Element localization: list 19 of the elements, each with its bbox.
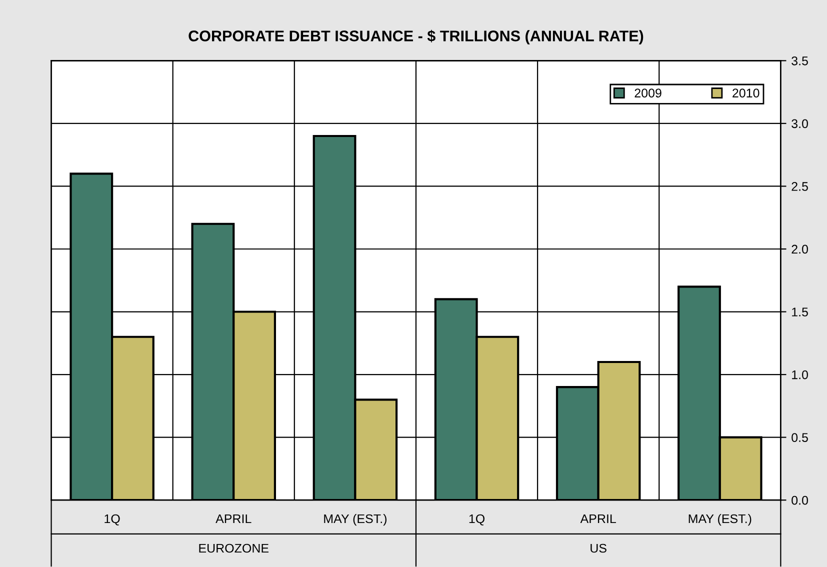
- y-tick-label: 0.5: [792, 433, 808, 442]
- y-tick-label: 3.0: [792, 119, 808, 128]
- x-tick-label: MAY (EST.): [688, 514, 752, 526]
- x-tick-label: APRIL: [216, 514, 252, 524]
- legend-label: 2010: [732, 88, 760, 98]
- text: EUROZONE: [199, 544, 269, 553]
- x-tick-label: APRIL: [580, 514, 616, 524]
- y-tick-label: 3.5: [792, 56, 808, 66]
- text: US: [590, 544, 606, 553]
- chart-title: CORPORATE DEBT ISSUANCE - $ TRILLIONS (ANNUAL RATE): [188, 30, 644, 44]
- x-tick-label: 1Q: [104, 514, 120, 526]
- y-tick-label: 0.0: [792, 496, 808, 505]
- x-tick-label: 1Q: [469, 514, 485, 526]
- y-tick-label: 1.0: [792, 370, 808, 380]
- y-tick-label: 1.5: [792, 308, 808, 316]
- x-tick-label: MAY (EST.): [324, 514, 386, 526]
- legend-label: 2009: [634, 88, 662, 98]
- y-tick-label: 2.5: [792, 182, 808, 191]
- y-tick-label: 2.0: [792, 244, 808, 254]
